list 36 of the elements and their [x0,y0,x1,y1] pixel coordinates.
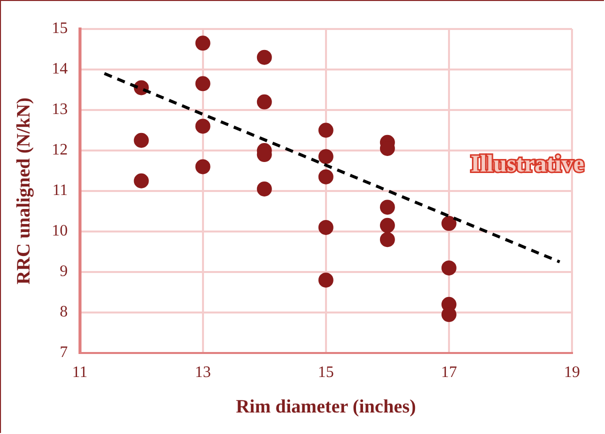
point [195,36,210,51]
y-tick-label: 14 [52,60,68,78]
point [134,173,149,188]
point [318,272,334,288]
x-tick-label: 15 [318,364,334,381]
x-tick-label: 13 [194,364,211,381]
point [318,220,334,235]
point [380,200,395,215]
point [195,76,210,92]
point [380,218,395,233]
y-tick-label: 9 [60,263,68,280]
point [256,94,272,110]
point [318,122,334,138]
point [441,216,456,231]
y-tick-label: 11 [52,182,68,200]
point [380,232,395,248]
x-axis-title: Rim diameter (inches) [236,396,416,418]
point [256,181,272,196]
y-tick-label: 12 [52,142,68,159]
y-tick-label: 15 [52,20,68,38]
y-tick-label: 7 [60,344,68,362]
point [318,169,334,184]
point [256,50,272,65]
point [195,159,210,174]
y-tick-label: 8 [60,304,68,321]
y-tick-label: 13 [52,101,68,118]
point [318,149,334,164]
x-tick-label: 17 [440,364,457,381]
y-tick-label: 10 [52,222,68,240]
annotation: Illustrative [470,151,584,178]
point [441,260,456,276]
x-tick-label: 11 [72,364,88,381]
y-axis-title: RRC unaligned (N/kN) [13,98,34,284]
point [195,118,210,134]
x-tick-label: 19 [564,364,580,381]
point [134,132,149,148]
